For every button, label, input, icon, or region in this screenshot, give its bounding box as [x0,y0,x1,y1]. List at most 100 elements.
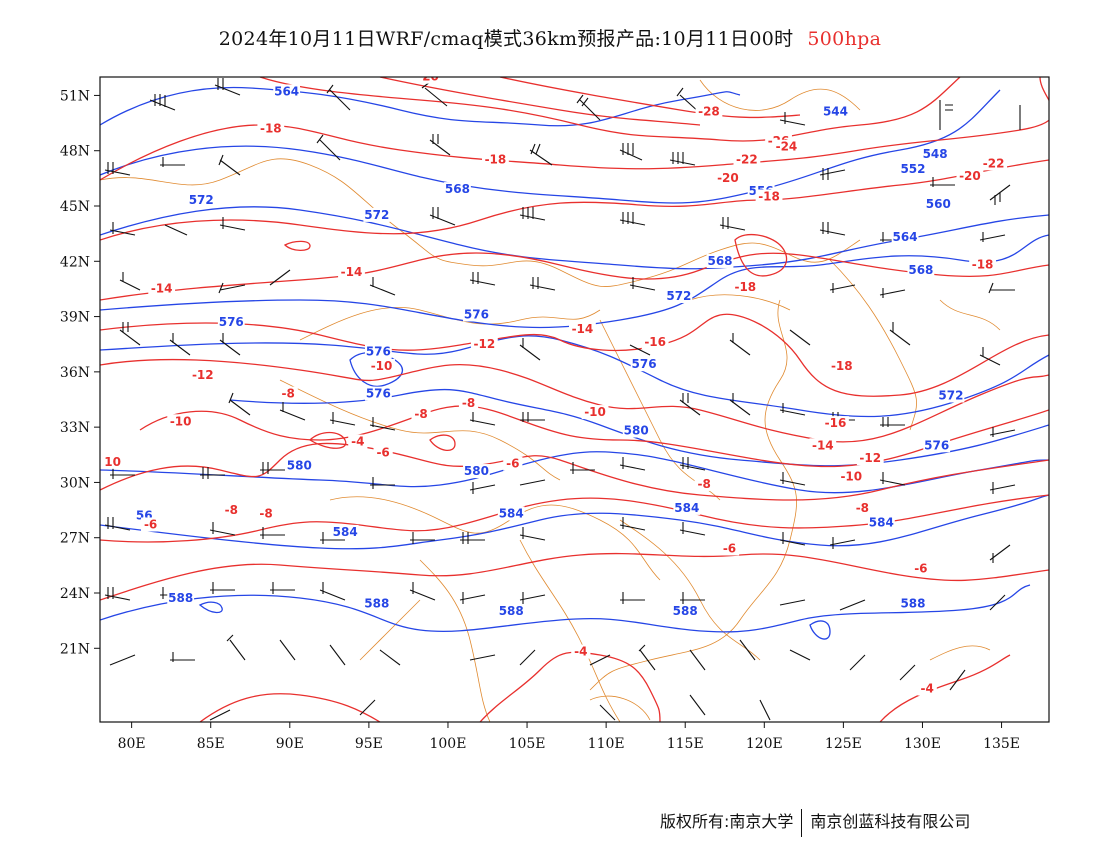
wind-barb [359,699,376,716]
wind-barb [739,639,756,661]
height-contour [100,89,1001,204]
wind-barb [200,467,225,479]
wind-barb [169,333,191,356]
lat-tick-label: 39N [60,310,90,326]
wind-barb [779,403,806,416]
temperature-contour-label-bg [911,561,931,576]
map-title: 2024年10月11日WRF/cmaq模式36km预报产品:10月11日00时 5… [0,24,1100,51]
height-contour-label: 584 [869,516,894,530]
temperature-contour-label-bg [755,189,783,204]
temperature-contour-label: -16 [825,416,847,430]
temperature-contour-label: -8 [282,387,295,401]
lon-tick-label: 95E [355,736,383,752]
temperature-contour-label-bg [338,265,365,280]
height-contour-label: 576 [924,438,949,452]
height-contour-label-bg [891,230,919,245]
temperature-contour-label: -6 [914,562,927,576]
temperature-contour [199,693,381,722]
border-line [100,158,861,287]
wind-barb [879,288,906,298]
pressure-level: 500hpa [807,28,882,50]
wind-barb [599,704,616,721]
height-contour-label: 580 [287,459,312,473]
temperature-contour [499,77,801,119]
wind-barb [939,100,953,130]
height-contour-label-bg [497,506,525,521]
wind-barbs [104,78,1021,721]
temperature-contour-label: -14 [341,265,363,279]
height-contour-label: 564 [893,230,918,244]
lon-tick-label: 85E [197,736,225,752]
temperature-contour-label: -10 [371,359,393,373]
wind-barb [218,154,241,176]
temperature-contour-label-bg [368,359,395,374]
border-line [689,294,791,311]
wind-barb [519,592,546,604]
height-contour-label: 568 [908,263,933,277]
height-contour-label: 576 [366,387,391,401]
height-contour-label: 568 [445,182,470,196]
height-contour-label-bg [331,524,359,539]
lat-tick-label: 33N [60,420,90,436]
plot-frame [99,76,1050,723]
wind-barb [270,582,295,594]
temperature-contour-label: -4 [351,435,364,449]
copyright-footer: 版权所有:南京大学 南京创蓝科技有限公司 [660,808,970,837]
wind-barb [679,522,706,536]
temperature-contour-label: -8 [225,503,238,517]
height-contour-label: 588 [673,604,698,618]
wind-barb [819,168,846,180]
wind-barb [570,462,595,474]
height-contour-label-bg [630,357,658,372]
height-contour-label: 584 [333,525,358,539]
wind-barb [989,482,1016,494]
wind-barb [104,517,131,531]
height-contour-label-bg [167,591,195,606]
wind-barb [119,322,141,346]
height-contour-label-bg [364,386,392,401]
lon-tick-label: 130E [904,736,941,752]
coastline [589,695,651,721]
wind-barb [779,472,806,486]
wind-barb [164,224,188,236]
temperature-contour-label-bg [969,257,996,272]
height-contour-label-bg [867,515,895,530]
temperature-contour-label: -6 [723,541,736,555]
height-contour [809,620,831,640]
height-contour-label: 588 [499,604,524,618]
height-contour-label-bg [899,596,927,611]
temperature-contour-label-bg [277,77,297,80]
lat-tick-label: 30N [60,475,90,491]
wind-barb [519,338,541,361]
lon-tick-label: 125E [825,736,862,752]
wind-barb [269,269,291,286]
wind-barb [226,634,246,661]
wind-barb [989,594,1006,611]
copyright-right: 南京创蓝科技有限公司 [810,812,971,831]
temperature-contour-label-bg [731,279,759,294]
wind-barb [469,412,496,426]
wind-barb [899,664,916,681]
wind-barb [320,532,345,544]
temperature-contour-label-bg [641,335,669,350]
temperature-contour-label: -4 [574,645,587,659]
wind-barb [209,709,231,721]
lon-tick-label: 90E [276,736,304,752]
height-contour-label: 588 [168,591,193,605]
temperature-contour-label-bg [695,104,723,119]
temperature-contour-label: -12 [859,451,881,465]
height-contour-label: 576 [219,315,244,329]
lon-tick-label: 110E [588,736,625,752]
height-contour-label-bg [285,458,313,473]
height-contour-label-bg [363,207,391,222]
wind-barb [879,472,906,486]
wind-barb [930,177,955,187]
wind-barb [459,592,486,604]
temperature-contour [734,233,788,277]
temperature-contour [879,654,1011,722]
temperature-contour-label: -6 [144,518,157,532]
wind-barb [319,582,346,601]
plot-area [100,77,1049,722]
wind-barb [889,322,911,346]
